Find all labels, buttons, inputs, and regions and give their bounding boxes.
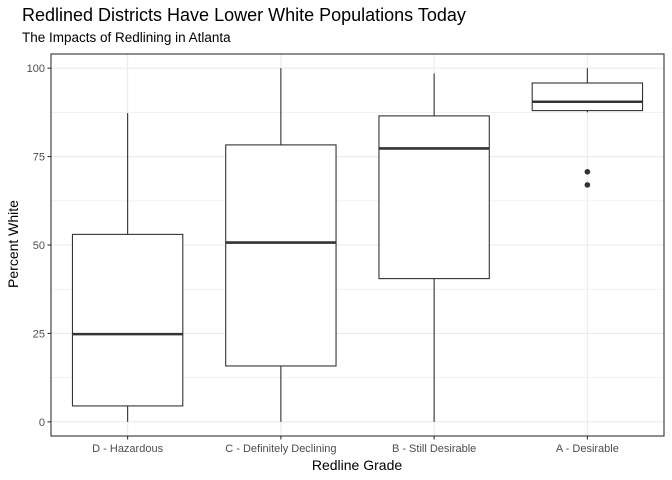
- x-tick-label: B - Still Desirable: [392, 443, 476, 455]
- y-axis-ticks: 0 25 50 75 100: [27, 63, 51, 429]
- y-tick-label: 50: [33, 240, 45, 252]
- y-tick-label: 100: [27, 63, 45, 75]
- box-1: [71, 113, 184, 422]
- y-tick-label: 0: [39, 417, 45, 429]
- outlier-point: [584, 168, 591, 175]
- box-iqr: [378, 115, 490, 280]
- boxes: [71, 68, 644, 422]
- box-iqr: [71, 233, 184, 407]
- box-iqr: [225, 144, 337, 367]
- y-tick-label: 75: [33, 152, 45, 164]
- x-axis-ticks: D - Hazardous C - Definitely Declining B -…: [92, 436, 619, 455]
- x-tick-label: A - Desirable: [556, 443, 619, 455]
- x-tick-label: C - Definitely Declining: [225, 443, 336, 455]
- chart-title: Redlined Districts Have Lower White Popu…: [22, 5, 466, 25]
- box-2: [225, 68, 337, 422]
- y-tick-label: 25: [33, 328, 45, 340]
- box-3: [378, 73, 490, 422]
- x-axis-title: Redline Grade: [312, 457, 402, 473]
- box-4: [531, 68, 644, 188]
- outlier-point: [584, 182, 591, 188]
- chart-subtitle: The Impacts of Redlining in Atlanta: [22, 30, 231, 45]
- y-axis-title: Percent White: [5, 200, 21, 288]
- box-iqr: [531, 82, 644, 112]
- x-tick-label: D - Hazardous: [92, 443, 163, 455]
